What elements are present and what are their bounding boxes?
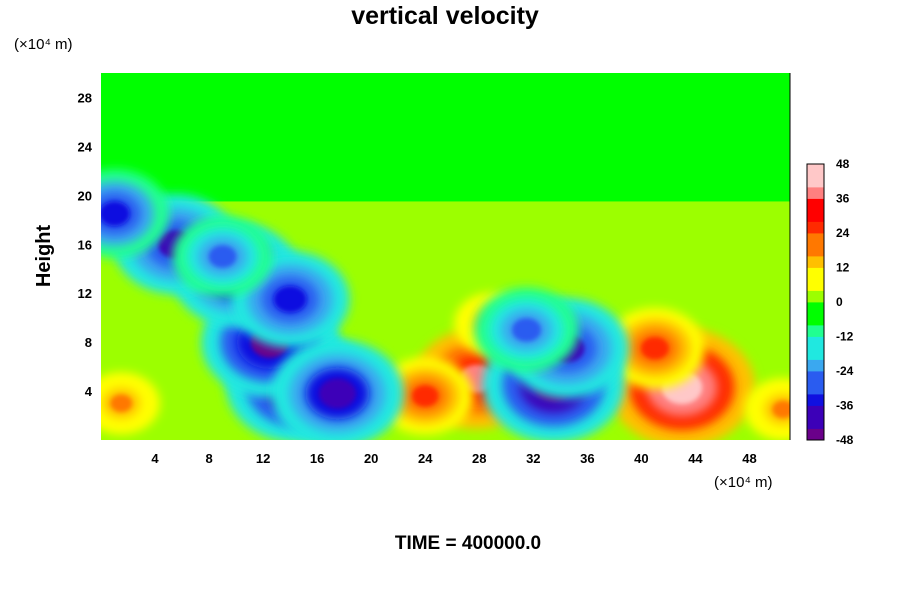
- y-axis-unit: (×10⁴ m): [14, 36, 73, 53]
- x-tick-label: 8: [205, 451, 212, 466]
- feature-contour: [101, 201, 130, 227]
- feature-updraft: [744, 378, 790, 440]
- y-tick-label: 12: [78, 286, 92, 301]
- colorbar-tick-label: 0: [836, 295, 843, 309]
- colorbar-swatch: [807, 417, 824, 429]
- colorbar: [806, 163, 825, 441]
- y-tick-labels: 4 8 12 16 20 24 28: [78, 90, 93, 399]
- colorbar-swatch: [807, 210, 824, 222]
- feature-contour: [411, 385, 439, 407]
- x-tick-label: 20: [364, 451, 378, 466]
- feature-downdraft: [101, 169, 170, 259]
- feature-updraft: [377, 357, 474, 435]
- colorbar-tick-label: 24: [836, 226, 850, 240]
- colorbar-swatch: [807, 405, 824, 418]
- colorbar-swatch: [807, 336, 824, 349]
- feature-contour: [208, 245, 237, 268]
- colorbar-tick-label: -36: [836, 399, 854, 413]
- x-tick-label: 28: [472, 451, 486, 466]
- colorbar-swatch: [807, 267, 824, 280]
- colorbar-swatch: [807, 371, 824, 383]
- colorbar-swatch: [807, 290, 824, 303]
- y-axis-label: Height: [33, 225, 55, 288]
- colorbar-swatch: [807, 233, 824, 245]
- x-tick-label: 12: [256, 451, 270, 466]
- colorbar-swatch: [807, 279, 824, 291]
- y-tick-label: 8: [85, 335, 92, 350]
- x-axis-unit: (×10⁴ m): [714, 474, 773, 491]
- feature-downdraft: [474, 287, 580, 373]
- colorbar-swatch: [807, 175, 824, 188]
- chart-title: vertical velocity: [351, 2, 539, 30]
- colorbar-swatch: [807, 198, 824, 211]
- feature-downdraft: [271, 339, 404, 440]
- x-tick-label: 44: [688, 451, 703, 466]
- feature-contour: [318, 378, 356, 409]
- feature-contour: [110, 394, 133, 413]
- y-tick-label: 16: [78, 237, 92, 252]
- colorbar-frame: [806, 163, 825, 441]
- x-tick-labels: 4 8 12 16 20 24 28 32 36 40 44 48: [151, 451, 756, 466]
- feature-contour: [511, 318, 542, 342]
- x-tick-label: 36: [580, 451, 594, 466]
- colorbar-swatch: [807, 394, 824, 406]
- y-tick-label: 24: [78, 139, 93, 154]
- colorbar-tick-label: -24: [836, 364, 854, 378]
- colorbar-swatch: [807, 302, 824, 314]
- feature-updraft: [604, 307, 706, 389]
- colorbar-tick-label: 48: [836, 157, 850, 171]
- colorbar-tick-labels: 48 36 24 12 0 -12 -24 -36 -48: [836, 157, 854, 447]
- colorbar-tick-label: 36: [836, 192, 850, 206]
- colorbar-swatch: [807, 382, 824, 395]
- colorbar-swatch: [807, 428, 824, 441]
- feature-downdraft: [172, 215, 273, 298]
- colorbar-swatch: [807, 164, 824, 176]
- colorbar-swatch: [807, 313, 824, 326]
- x-tick-label: 16: [310, 451, 324, 466]
- x-tick-label: 48: [742, 451, 756, 466]
- colorbar-swatch: [807, 187, 824, 199]
- colorbar-swatch: [807, 348, 824, 360]
- colorbar-swatch: [807, 244, 824, 257]
- x-tick-label: 40: [634, 451, 648, 466]
- upper-layer: [101, 73, 790, 202]
- colorbar-swatch: [807, 359, 824, 372]
- plot-area: [101, 73, 791, 440]
- colorbar-swatch: [807, 221, 824, 234]
- colorbar-tick-label: -48: [836, 433, 854, 447]
- colorbar-tick-label: 12: [836, 261, 850, 275]
- x-tick-label: 4: [151, 451, 159, 466]
- feature-contour: [772, 400, 790, 419]
- colorbar-swatch: [807, 325, 824, 337]
- colorbar-swatch: [807, 256, 824, 268]
- y-tick-label: 4: [85, 384, 93, 399]
- x-tick-label: 32: [526, 451, 540, 466]
- feature-contour: [273, 285, 307, 313]
- x-tick-label: 24: [418, 451, 433, 466]
- colorbar-tick-label: -12: [836, 330, 854, 344]
- feature-contour: [640, 336, 669, 360]
- time-label: TIME = 400000.0: [395, 533, 541, 554]
- y-tick-label: 20: [78, 188, 92, 203]
- y-tick-label: 28: [78, 90, 92, 105]
- feature-updraft: [101, 372, 160, 435]
